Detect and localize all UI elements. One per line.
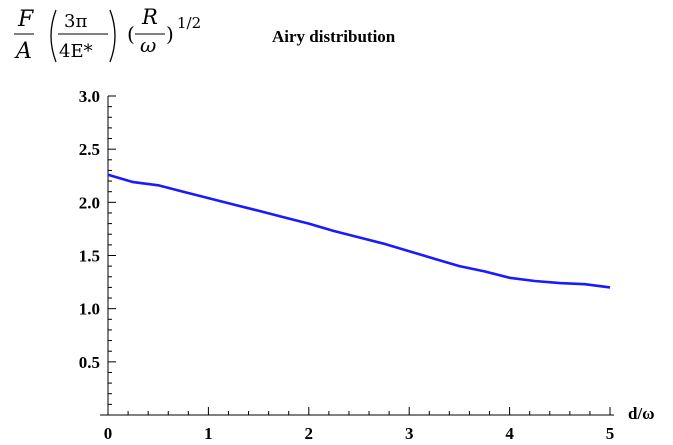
- paren-left-1: [50, 9, 57, 63]
- x-tick-label: 1: [204, 424, 213, 443]
- formula-F: F: [17, 7, 34, 32]
- x-tick-label: 4: [505, 424, 514, 443]
- formula-A: A: [14, 39, 32, 64]
- y-axis-formula: F A 3π 4E* ( R ω ) 1/2: [14, 5, 201, 64]
- formula-num1: 3π: [64, 11, 87, 32]
- paren-right-2: ): [166, 22, 174, 46]
- x-tick-label: 2: [305, 424, 314, 443]
- paren-right-1: [109, 9, 116, 63]
- formula-den2: ω: [140, 33, 156, 57]
- y-tick-label: 2.5: [79, 140, 100, 159]
- x-tick-label: 0: [104, 424, 113, 443]
- x-axis-label: d/ω: [628, 404, 655, 423]
- formula-den1: 4E*: [59, 41, 93, 62]
- series-line: [107, 173, 611, 289]
- formula-num2: R: [141, 5, 158, 29]
- x-tick-label: 5: [606, 424, 615, 443]
- paren-left-2: (: [127, 22, 135, 46]
- y-tick-label: 1.0: [79, 300, 100, 319]
- chart-title: Airy distribution: [272, 27, 396, 46]
- y-tick-label: 2.0: [79, 193, 100, 212]
- y-tick-label: 1.5: [79, 247, 100, 266]
- formula-exponent: 1/2: [177, 14, 201, 32]
- axis-ticks: [107, 95, 611, 416]
- x-tick-label: 3: [405, 424, 414, 443]
- axis-tick-labels: 0 1 2 3 4 5 0.5 1.0 1.5 2.0 2.5 3.0: [79, 87, 615, 443]
- y-tick-label: 3.0: [79, 87, 100, 106]
- y-tick-label: 0.5: [79, 353, 100, 372]
